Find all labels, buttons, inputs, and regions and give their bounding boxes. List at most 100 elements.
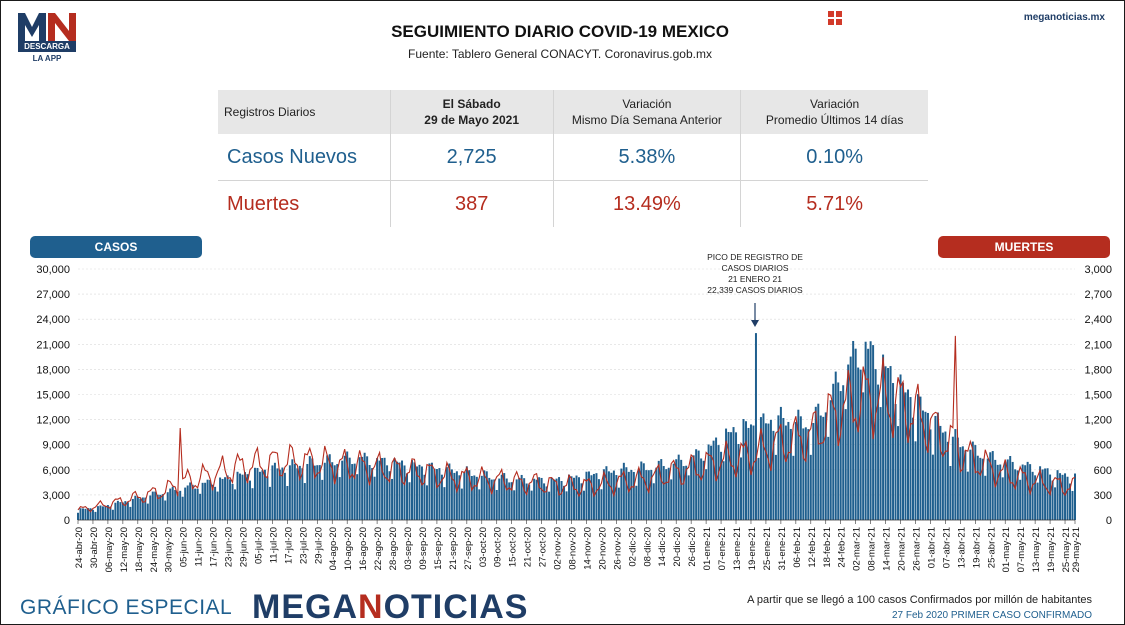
muertes-line — [77, 335, 1076, 513]
logo[interactable]: DESCARGA LA APP — [18, 13, 76, 63]
casos-bar — [535, 479, 538, 520]
muertes-var-14: 5.71% — [740, 180, 928, 227]
casos-bar — [391, 478, 394, 520]
casos-bar — [792, 455, 795, 520]
casos-bar — [460, 488, 463, 520]
casos-bar — [226, 475, 229, 520]
peak-label-2: CASOS DIARIOS — [721, 263, 788, 273]
casos-bar — [433, 468, 436, 520]
casos-bar — [582, 490, 585, 520]
x-tick-label: 02-mar-21 — [852, 527, 863, 571]
casos-bar — [331, 462, 334, 520]
casos-bar — [346, 451, 349, 520]
casos-bar — [737, 444, 740, 520]
casos-bar — [219, 477, 222, 520]
casos-bar — [341, 460, 344, 520]
casos-bar — [126, 502, 129, 520]
casos-bar — [1019, 479, 1022, 520]
casos-bar — [234, 489, 237, 520]
casos-value: 2,725 — [389, 134, 554, 181]
casos-bar — [313, 465, 316, 520]
casos-bar — [206, 479, 209, 520]
x-tick-label: 15-oct-20 — [508, 527, 519, 567]
casos-bar — [353, 463, 356, 520]
casos-bar — [348, 457, 351, 520]
casos-bar — [916, 394, 919, 520]
casos-bar — [448, 463, 451, 520]
casos-bar — [625, 467, 628, 520]
x-tick-label: 12-feb-21 — [807, 527, 818, 568]
casos-bar — [151, 491, 154, 520]
casos-bar — [413, 462, 416, 520]
muertes-label: MUERTES — [938, 236, 1110, 258]
casos-bar — [368, 465, 371, 520]
casos-bar — [627, 471, 630, 520]
casos-bar — [939, 425, 942, 520]
x-tick-label: 26-nov-20 — [612, 527, 623, 570]
casos-bar — [525, 483, 528, 520]
casos-bar — [944, 431, 947, 520]
table-row-muertes: Muertes 387 13.49% 5.71% — [218, 180, 928, 227]
x-tick-label: 01-may-21 — [1001, 527, 1012, 572]
peak-label-1: PICO DE REGISTRO DE — [707, 252, 803, 262]
casos-bar — [278, 469, 281, 520]
casos-bar — [323, 462, 326, 520]
casos-bar — [700, 458, 703, 520]
casos-bar — [166, 492, 169, 520]
casos-bar — [712, 440, 715, 520]
casos-bar — [1054, 487, 1057, 520]
x-tick-label: 11-jun-20 — [194, 527, 205, 566]
x-tick-label: 21-sep-20 — [448, 527, 459, 570]
x-tick-label: 24-feb-21 — [837, 527, 848, 568]
site-link[interactable]: meganoticias.mx — [1023, 12, 1105, 23]
header-var-14-line1: Variación — [810, 97, 860, 111]
grid-icon[interactable] — [828, 11, 842, 25]
casos-bar — [902, 383, 905, 520]
x-tick-label: 02-dic-20 — [627, 527, 638, 567]
x-tick-label: 19-may-21 — [1046, 527, 1057, 572]
casos-bar — [473, 475, 476, 520]
casos-bar — [652, 483, 655, 520]
x-tick-label: 22-ago-20 — [373, 527, 384, 570]
casos-bar — [784, 425, 787, 520]
casos-bar — [1074, 473, 1076, 520]
casos-bar — [311, 458, 314, 520]
casos-bar — [276, 468, 279, 520]
casos-bar — [1034, 475, 1037, 520]
casos-bar — [186, 485, 189, 520]
casos-bar — [1071, 490, 1074, 520]
page-title: SEGUIMIENTO DIARIO COVID-19 MEXICO — [391, 22, 729, 41]
x-tick-label: 05-jul-20 — [253, 527, 264, 564]
logo-app: LA APP — [32, 54, 62, 63]
casos-bar — [725, 428, 728, 520]
casos-bar — [615, 475, 618, 520]
casos-bar — [705, 469, 708, 520]
x-tick-label: 06-feb-21 — [792, 527, 803, 568]
casos-bar — [104, 505, 107, 520]
casos-bar — [852, 340, 855, 520]
casos-bar — [946, 441, 949, 520]
casos-bar — [528, 484, 531, 520]
casos-bar — [273, 462, 276, 520]
y-right-tick-label: 1,500 — [1084, 390, 1112, 402]
casos-bar — [420, 466, 423, 520]
casos-bar — [156, 494, 159, 520]
casos-bar — [458, 475, 461, 520]
casos-bar — [281, 467, 284, 520]
casos-bar — [493, 479, 496, 520]
casos-bar — [129, 506, 132, 520]
casos-bar — [338, 477, 341, 520]
casos-bar — [864, 341, 867, 520]
casos-bar — [293, 464, 296, 520]
casos-bar — [595, 473, 598, 520]
casos-bar — [553, 479, 556, 520]
casos-bar — [573, 477, 575, 520]
casos-bar — [555, 478, 558, 520]
casos-bar — [480, 475, 483, 520]
casos-bar — [844, 409, 847, 520]
casos-bar — [570, 476, 573, 520]
casos-bar — [929, 429, 932, 520]
casos-bar — [144, 497, 147, 520]
x-tick-label: 19-abr-21 — [971, 527, 982, 568]
casos-bar — [862, 392, 865, 520]
